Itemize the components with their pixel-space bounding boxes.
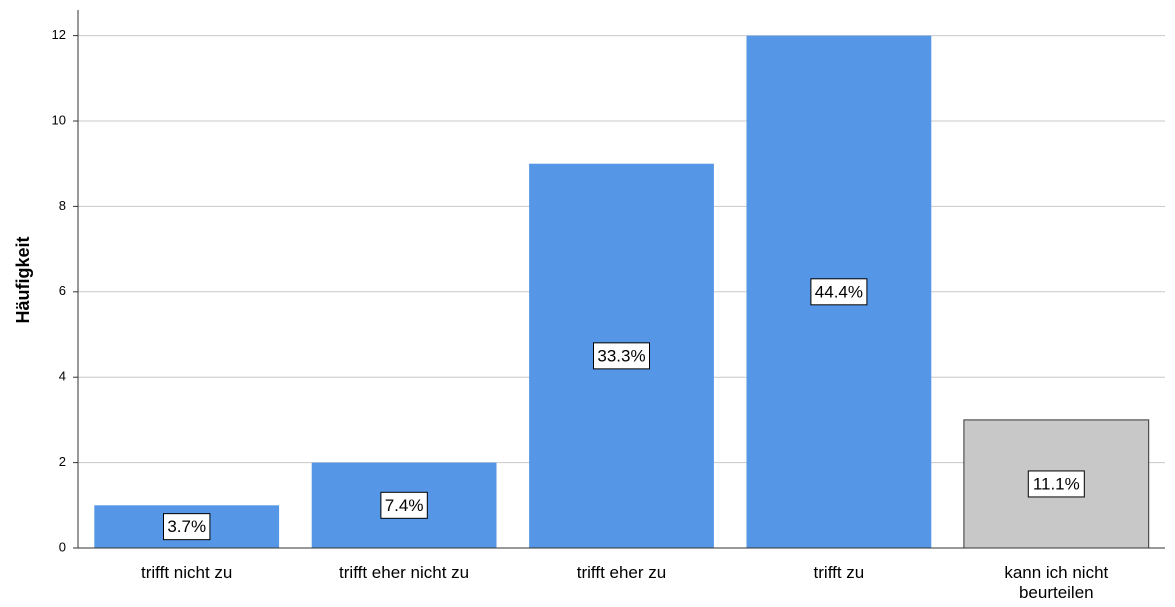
data-label: 11.1% [1033, 474, 1080, 493]
axes [77, 10, 1165, 549]
data-label-box [593, 342, 650, 370]
x-category-label: trifft eher zu [577, 563, 666, 582]
y-axis-title: Häufigkeit [13, 236, 33, 323]
data-label: 7.4% [385, 496, 424, 515]
data-label-box [1027, 470, 1085, 498]
y-tick-label: 0 [59, 539, 66, 554]
y-tick-label: 10 [52, 112, 66, 127]
data-label: 33.3% [597, 346, 645, 365]
y-tick-label: 12 [52, 27, 66, 42]
x-category-labels: trifft nicht zu trifft eher nicht zu triff… [141, 563, 1109, 602]
x-category-label: trifft zu [814, 563, 865, 582]
y-tick-label: 6 [59, 283, 66, 298]
data-label: 44.4% [815, 282, 863, 301]
y-tick-label: 4 [59, 369, 66, 384]
x-category-label: kann ich nicht beurteilen [1004, 563, 1108, 602]
x-category-label: trifft nicht zu [141, 563, 232, 582]
data-label-box [380, 491, 428, 519]
data-label-box [810, 278, 868, 306]
data-label: 3.7% [167, 517, 206, 536]
x-category-label: trifft eher nicht zu [339, 563, 469, 582]
y-tick-labels: 0 2 4 6 8 10 12 [52, 27, 78, 554]
data-label-box [163, 513, 211, 541]
data-labels: 3.7% 7.4% 33.3% 44.4% 11.1% [163, 278, 1085, 541]
y-tick-label: 8 [59, 198, 66, 213]
y-tick-label: 2 [59, 454, 66, 469]
